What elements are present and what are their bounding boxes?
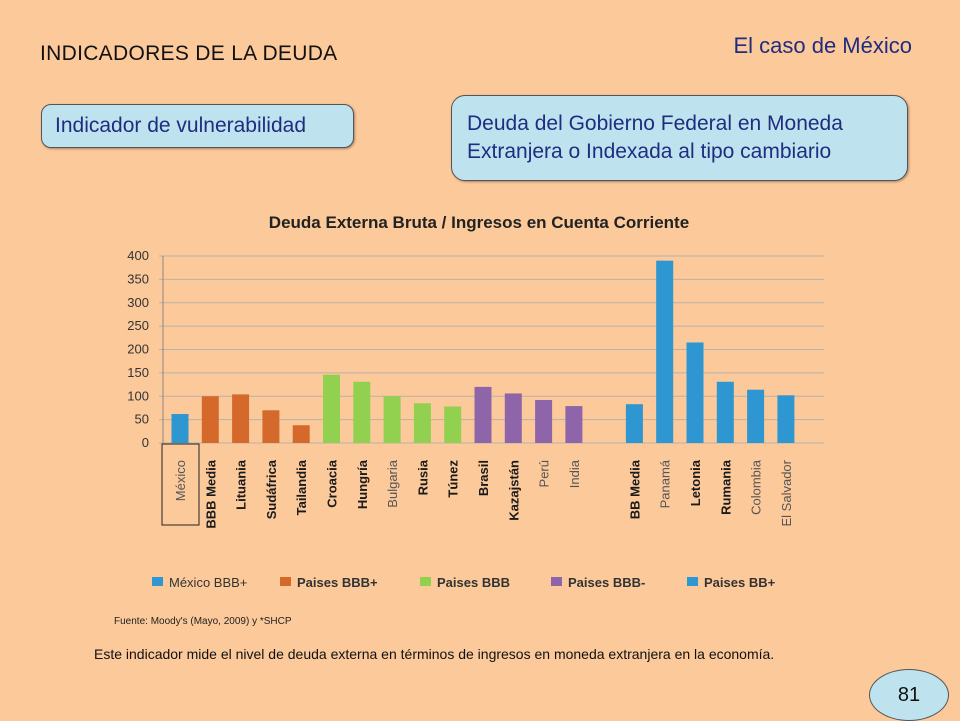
x-tick-label: Letonia bbox=[688, 459, 703, 506]
page-title: INDICADORES DE LA DEUDA bbox=[40, 42, 338, 65]
bar bbox=[323, 374, 340, 443]
bar bbox=[292, 425, 310, 443]
y-tick-label: 0 bbox=[142, 435, 149, 450]
legend-label: Paises BBB- bbox=[568, 575, 645, 590]
legend-swatch bbox=[551, 577, 562, 586]
legend-swatch bbox=[687, 577, 698, 586]
x-tick-label: India bbox=[567, 459, 582, 488]
vulnerability-box: Indicador de vulnerabilidad bbox=[41, 104, 354, 148]
y-tick-label: 300 bbox=[127, 295, 149, 310]
x-tick-label: Lituania bbox=[234, 459, 249, 510]
footnote-text: Este indicador mide el nivel de deuda ex… bbox=[94, 646, 775, 662]
bar bbox=[625, 404, 643, 443]
x-tick-label: Rumania bbox=[718, 459, 733, 515]
legend-swatch bbox=[152, 577, 163, 586]
bar bbox=[656, 260, 674, 443]
x-tick-label: Tailandia bbox=[294, 459, 309, 515]
bar bbox=[535, 399, 553, 443]
bar bbox=[201, 396, 219, 443]
x-tick-label: México bbox=[173, 460, 188, 501]
x-tick-label: Perú bbox=[537, 460, 552, 487]
bar bbox=[565, 406, 583, 443]
legend-swatch bbox=[280, 577, 291, 586]
y-tick-label: 250 bbox=[127, 318, 149, 333]
legend-label: México BBB+ bbox=[169, 575, 247, 590]
x-tick-label: BBB Media bbox=[203, 459, 218, 528]
x-tick-label: Croacia bbox=[325, 459, 340, 507]
legend-swatch bbox=[420, 577, 431, 586]
x-tick-label: BB Media bbox=[627, 459, 642, 519]
y-tick-label: 50 bbox=[135, 412, 149, 427]
bar bbox=[716, 381, 734, 443]
debt-line-1: Deuda del Gobierno Federal en Moneda bbox=[467, 112, 843, 135]
x-tick-label: El Salvador bbox=[779, 459, 794, 526]
legend-label: Paises BBB+ bbox=[297, 575, 378, 590]
page-number: 81 bbox=[897, 684, 921, 706]
bar bbox=[232, 394, 250, 443]
bar bbox=[474, 386, 492, 443]
x-tick-label: Hungría bbox=[355, 459, 370, 509]
page-number-badge: 81 bbox=[869, 669, 949, 721]
y-tick-label: 200 bbox=[127, 342, 149, 357]
legend-label: Paises BB+ bbox=[704, 575, 776, 590]
x-tick-label: Sudáfrica bbox=[264, 459, 279, 519]
y-tick-label: 400 bbox=[127, 248, 149, 263]
bar bbox=[686, 342, 704, 443]
vulnerability-label: Indicador de vulnerabilidad bbox=[55, 114, 307, 137]
x-tick-label: Brasil bbox=[476, 460, 491, 496]
legend-label: Paises BBB bbox=[437, 575, 510, 590]
x-tick-label: Kazajstán bbox=[506, 460, 521, 521]
highlight-box bbox=[161, 443, 200, 526]
source-note: Fuente: Moody's (Mayo, 2009) y *SHCP bbox=[114, 616, 292, 627]
debt-description-box: Deuda del Gobierno Federal en Moneda Ext… bbox=[451, 95, 908, 181]
bar bbox=[413, 403, 431, 443]
bar bbox=[353, 381, 371, 443]
y-tick-label: 350 bbox=[127, 271, 149, 286]
x-tick-label: Rusia bbox=[415, 459, 430, 495]
x-tick-label: Colombia bbox=[749, 459, 764, 515]
bar bbox=[171, 414, 189, 443]
bar bbox=[444, 406, 462, 443]
y-tick-label: 150 bbox=[127, 365, 149, 380]
debt-line-2: Extranjera o Indexada al tipo cambiario bbox=[467, 140, 832, 163]
x-tick-label: Bulgaria bbox=[385, 459, 400, 507]
chart-title: Deuda Externa Bruta / Ingresos en Cuenta… bbox=[269, 213, 689, 232]
bar bbox=[504, 393, 522, 443]
bar bbox=[383, 396, 401, 443]
bar bbox=[262, 410, 280, 443]
bar-chart: Deuda Externa Bruta / Ingresos en Cuenta… bbox=[127, 213, 824, 590]
bar bbox=[747, 389, 765, 443]
x-tick-label: Túnez bbox=[446, 460, 461, 498]
x-tick-label: Panamá bbox=[658, 459, 673, 508]
bar bbox=[777, 395, 795, 443]
y-tick-label: 100 bbox=[127, 388, 149, 403]
case-title: El caso de México bbox=[733, 33, 912, 58]
